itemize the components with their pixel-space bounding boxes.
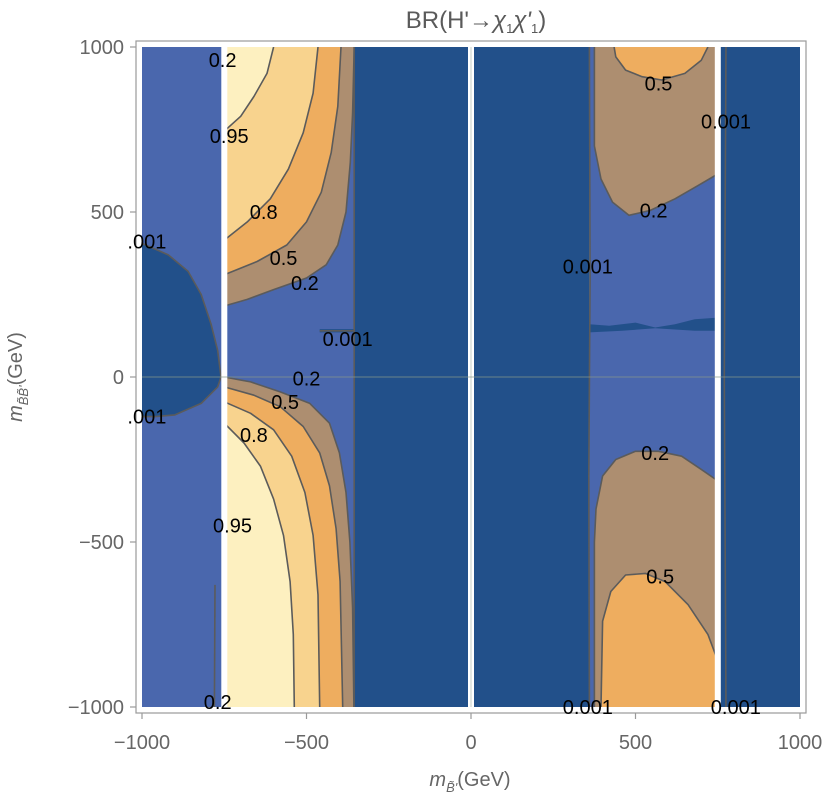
- y-tick-label-1: −500: [79, 532, 124, 554]
- title-chi: χ: [491, 7, 507, 34]
- contour-label-15: 0.2: [640, 200, 668, 222]
- contour-label-4: 0.2: [291, 273, 319, 295]
- chart-title: BR(H'→χ1χ'1): [406, 7, 547, 36]
- contour-region-10: [224, 423, 295, 707]
- contour-region-16: [594, 47, 718, 216]
- axis-ticks: −1000 −500 0 500 1000 −1000 −500 0 500 1000: [68, 37, 822, 754]
- y-axis-label-unit: (GeV): [5, 332, 27, 385]
- contour-line-12: [593, 47, 719, 217]
- contour-label-17: 0.2: [641, 443, 669, 465]
- contour-line-15: [600, 572, 719, 707]
- contour-label-20: 0.001: [711, 697, 761, 719]
- contour-line-2: [224, 47, 342, 276]
- title-chi2: χ': [511, 7, 532, 34]
- contour-region-6: [224, 47, 274, 132]
- contour-region-1: [142, 243, 221, 417]
- contour-label-2: 0.8: [250, 202, 278, 224]
- contour-label-18: 0.5: [646, 567, 674, 589]
- contour-label-19: 0.001: [563, 697, 613, 719]
- title-sub2: 1: [531, 21, 538, 36]
- contour-label-10: .001: [127, 407, 166, 429]
- x-tick-label-0: −1000: [114, 732, 170, 754]
- contour-line-6: [224, 386, 344, 707]
- contour-label-0: 0.2: [209, 50, 237, 72]
- title-main: BR(H'→: [406, 7, 493, 34]
- contour-line-5: [224, 376, 355, 707]
- contour-label-11: 0.95: [213, 516, 252, 538]
- contour-label-8: 0.5: [271, 392, 299, 414]
- contour-region-15: [589, 317, 718, 333]
- contour-label-3: 0.5: [270, 248, 298, 270]
- title-close: ): [538, 7, 546, 34]
- contour-label-6: 0.001: [323, 329, 373, 351]
- y-tick-label-0: −1000: [68, 697, 124, 719]
- x-tick-label-1: −500: [284, 732, 329, 754]
- contour-label-13: 0.5: [645, 73, 673, 95]
- x-axis-label-m: m: [429, 769, 446, 791]
- contour-line-3: [223, 47, 319, 241]
- contour-line-8: [223, 422, 296, 707]
- y-axis-label-sub: B̃B̃': [16, 385, 31, 405]
- contour-lines: [142, 47, 727, 707]
- y-axis-label: mB̃B̃'(GeV): [5, 332, 31, 422]
- contour-label-5: .001: [127, 232, 166, 254]
- y-axis-label-m: m: [5, 405, 27, 422]
- contour-line-0: [142, 242, 222, 418]
- x-axis-label: mB̃'(GeV): [429, 769, 510, 795]
- x-tick-label-3: 500: [619, 732, 652, 754]
- contour-label-12: 0.2: [204, 692, 232, 714]
- contour-label-1: 0.95: [210, 126, 249, 148]
- contour-line-14: [593, 450, 719, 707]
- contour-label-14: 0.001: [701, 111, 751, 133]
- contour-line-1: [224, 47, 355, 307]
- contour-labels: 0.20.950.80.50.2.0010.0010.20.50.8.0010.…: [127, 50, 760, 719]
- zero-lines: [142, 47, 800, 707]
- y-tick-label-2: 0: [113, 367, 124, 389]
- contour-line-13: [613, 47, 709, 81]
- contour-label-16: 0.001: [563, 256, 613, 278]
- contour-line-4: [223, 47, 275, 132]
- contour-label-7: 0.2: [293, 369, 321, 391]
- y-tick-label-4: 1000: [80, 37, 125, 59]
- y-tick-label-3: 500: [91, 202, 124, 224]
- x-tick-label-4: 1000: [778, 732, 823, 754]
- contour-line-7: [223, 401, 321, 707]
- x-tick-label-2: 0: [465, 732, 476, 754]
- contour-label-9: 0.8: [240, 425, 268, 447]
- contour-line-17: [213, 584, 216, 707]
- title-sub1: 1: [506, 21, 513, 36]
- x-axis-label-unit: (GeV): [457, 769, 510, 791]
- contour-region-17: [614, 47, 708, 80]
- x-axis-label-sub: B̃': [446, 780, 458, 795]
